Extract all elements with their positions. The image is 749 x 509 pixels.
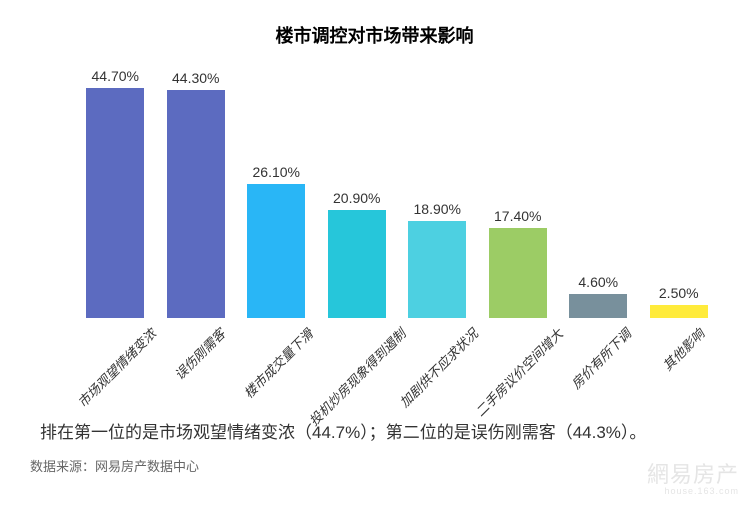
bar-value-label: 18.90%	[414, 201, 461, 217]
watermark-main: 網易房产	[647, 463, 739, 487]
bar-wrap: 17.40%	[478, 228, 559, 318]
bars-row: 44.70%44.30%26.10%20.90%18.90%17.40%4.60…	[70, 58, 719, 318]
bar-wrap: 20.90%	[317, 210, 398, 318]
bar-wrap: 44.70%	[75, 88, 156, 318]
bar	[167, 90, 225, 318]
bar-wrap: 26.10%	[236, 184, 317, 318]
x-axis-label: 房价有所下调	[566, 324, 635, 393]
source-text: 数据来源：网易房产数据中心	[30, 456, 749, 475]
bar	[247, 184, 305, 318]
bar	[569, 294, 627, 318]
bar	[328, 210, 386, 318]
bar-wrap: 44.30%	[156, 90, 237, 318]
watermark: 網易房产 house.163.com	[647, 463, 739, 497]
x-label-wrap: 房价有所下调	[558, 324, 639, 374]
bar-wrap: 18.90%	[397, 221, 478, 318]
x-axis-label: 投机炒房现象得到遏制	[304, 324, 409, 429]
bar	[86, 88, 144, 318]
x-axis-label: 误伤刚需客	[169, 324, 228, 383]
x-label-wrap: 投机炒房现象得到遏制	[317, 324, 398, 374]
x-label-wrap: 二手房议价空间增大	[478, 324, 559, 374]
chart-area: 44.70%44.30%26.10%20.90%18.90%17.40%4.60…	[70, 58, 719, 378]
x-label-wrap: 加剧供不应求状况	[397, 324, 478, 374]
bar-value-label: 20.90%	[333, 190, 380, 206]
bar-wrap: 2.50%	[639, 305, 720, 318]
bar-value-label: 4.60%	[578, 274, 618, 290]
bar	[650, 305, 708, 318]
bar-value-label: 44.30%	[172, 70, 219, 86]
bar-value-label: 2.50%	[659, 285, 699, 301]
bar-value-label: 44.70%	[92, 68, 139, 84]
bar-value-label: 26.10%	[253, 164, 300, 180]
bar	[489, 228, 547, 318]
x-axis-label: 楼市成交量下滑	[239, 324, 317, 402]
x-axis-label: 加剧供不应求状况	[395, 324, 482, 411]
chart-title: 楼市调控对市场带来影响	[0, 0, 749, 48]
x-axis-label: 市场观望情绪变浓	[73, 324, 160, 411]
x-label-wrap: 其他影响	[639, 324, 720, 374]
bar-wrap: 4.60%	[558, 294, 639, 318]
x-axis-label: 二手房议价空间增大	[470, 324, 566, 420]
x-label-wrap: 楼市成交量下滑	[236, 324, 317, 374]
x-label-wrap: 误伤刚需客	[156, 324, 237, 374]
bar	[408, 221, 466, 318]
caption-text: 排在第一位的是市场观望情绪变浓（44.7%）；第二位的是误伤刚需客（44.3%）…	[40, 420, 709, 446]
x-axis-label: 其他影响	[658, 324, 708, 374]
x-label-wrap: 市场观望情绪变浓	[75, 324, 156, 374]
bar-value-label: 17.40%	[494, 208, 541, 224]
x-axis-labels: 市场观望情绪变浓误伤刚需客楼市成交量下滑投机炒房现象得到遏制加剧供不应求状况二手…	[70, 324, 719, 374]
chart-container: 楼市调控对市场带来影响 44.70%44.30%26.10%20.90%18.9…	[0, 0, 749, 509]
watermark-sub: house.163.com	[647, 487, 739, 497]
